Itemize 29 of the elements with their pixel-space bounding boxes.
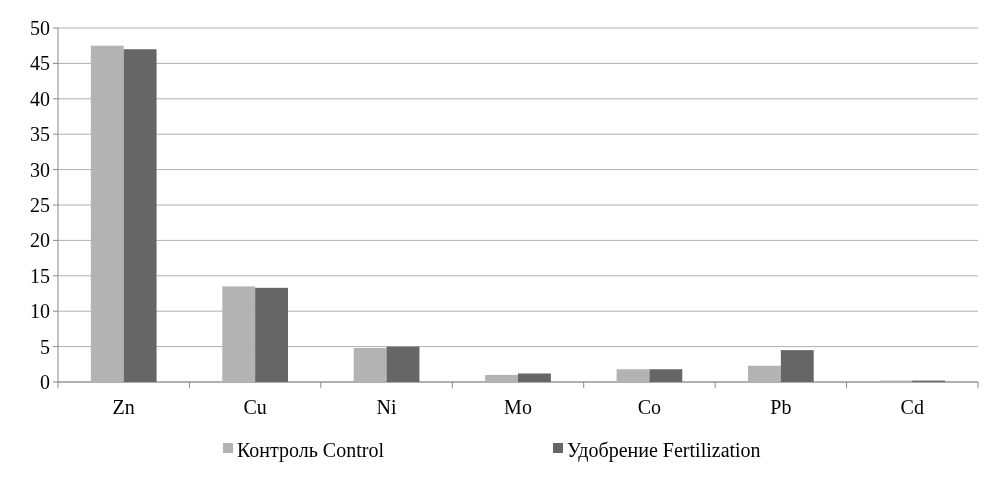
legend-label: Удобрение Fertilization	[567, 439, 761, 462]
y-tick-label: 10	[30, 300, 50, 323]
y-tick-label: 30	[30, 158, 50, 181]
y-tick-label: 40	[30, 87, 50, 110]
y-tick-label: 15	[30, 264, 50, 287]
x-tick-label: Zn	[112, 396, 135, 418]
y-tick-label: 0	[40, 371, 50, 393]
y-tick-label: 20	[30, 229, 50, 252]
bar	[255, 287, 288, 382]
bar	[386, 346, 420, 382]
bar	[518, 373, 551, 382]
y-tick-label: 45	[30, 52, 50, 75]
x-tick-label: Pb	[770, 396, 792, 418]
y-tick-label: 5	[40, 335, 50, 358]
y-tick-label: 50	[30, 17, 50, 39]
y-tick-label: 25	[30, 194, 50, 216]
bar	[616, 369, 650, 382]
x-tick-label: Cd	[900, 396, 924, 418]
x-tick-label: Ni	[376, 396, 398, 418]
legend-label: Контроль Control	[237, 439, 385, 462]
bar	[123, 49, 157, 382]
x-tick-label: Co	[637, 396, 662, 418]
bar	[780, 350, 814, 382]
x-tick-label: Cu	[243, 396, 267, 418]
y-tick-label: 35	[30, 123, 50, 146]
bar	[485, 374, 518, 382]
x-tick-label: Mo	[504, 396, 532, 418]
bar	[748, 365, 781, 382]
bar	[649, 369, 683, 382]
